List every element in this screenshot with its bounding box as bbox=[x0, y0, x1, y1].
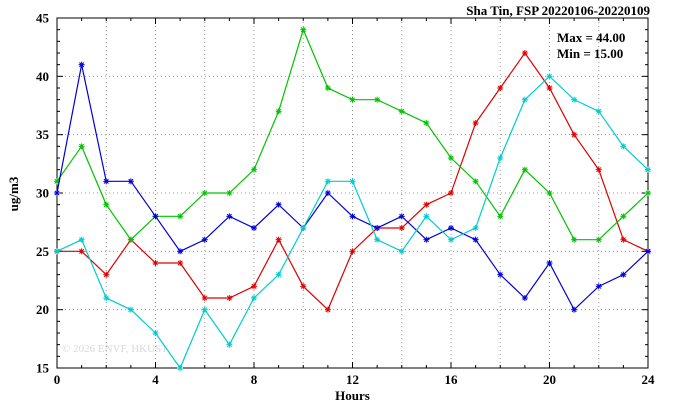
svg-text:8: 8 bbox=[251, 372, 258, 387]
svg-text:15: 15 bbox=[36, 361, 50, 376]
svg-text:30: 30 bbox=[36, 186, 49, 201]
svg-text:0: 0 bbox=[54, 372, 61, 387]
svg-text:40: 40 bbox=[36, 69, 49, 84]
svg-text:35: 35 bbox=[36, 127, 50, 142]
max-annotation: Max = 44.00 bbox=[557, 30, 626, 45]
svg-text:12: 12 bbox=[346, 372, 359, 387]
svg-text:24: 24 bbox=[642, 372, 656, 387]
max-min-annotation: Max = 44.00 Min = 15.00 bbox=[557, 30, 625, 62]
watermark: © 2026 ENVF, HKUST bbox=[62, 343, 168, 355]
x-axis-label: Hours bbox=[335, 388, 370, 403]
svg-text:4: 4 bbox=[152, 372, 159, 387]
min-annotation: Min = 15.00 bbox=[557, 46, 624, 61]
svg-text:20: 20 bbox=[36, 302, 49, 317]
svg-text:25: 25 bbox=[36, 244, 50, 259]
svg-text:16: 16 bbox=[445, 372, 459, 387]
chart-title: Sha Tin, FSP 20220106-20220109 bbox=[466, 3, 650, 18]
svg-text:20: 20 bbox=[543, 372, 556, 387]
svg-text:45: 45 bbox=[36, 11, 50, 26]
